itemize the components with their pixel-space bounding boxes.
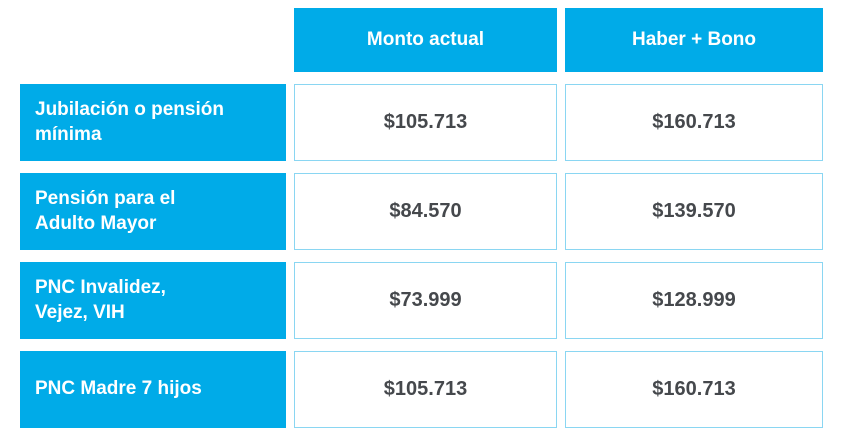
cell-jubilacion-monto-actual: $105.713 — [294, 84, 557, 161]
header-spacer — [20, 8, 286, 72]
row-header-pnc-madre-7-hijos: PNC Madre 7 hijos — [20, 351, 286, 428]
cell-pnc-invalidez-monto-actual: $73.999 — [294, 262, 557, 339]
column-header-monto-actual: Monto actual — [294, 8, 557, 72]
cell-pnc-madre-monto-actual: $105.713 — [294, 351, 557, 428]
row-header-pension-adulto-mayor: Pensión para el Adulto Mayor — [20, 173, 286, 250]
cell-jubilacion-haber-bono: $160.713 — [565, 84, 823, 161]
cell-pnc-madre-haber-bono: $160.713 — [565, 351, 823, 428]
pension-comparison-table: Monto actual Haber + Bono Jubilación o p… — [20, 8, 823, 428]
column-header-haber-bono: Haber + Bono — [565, 8, 823, 72]
row-header-pnc-invalidez-vejez-vih: PNC Invalidez, Vejez, VIH — [20, 262, 286, 339]
cell-adulto-mayor-haber-bono: $139.570 — [565, 173, 823, 250]
cell-adulto-mayor-monto-actual: $84.570 — [294, 173, 557, 250]
row-header-jubilacion-pension-minima: Jubilación o pensión mínima — [20, 84, 286, 161]
cell-pnc-invalidez-haber-bono: $128.999 — [565, 262, 823, 339]
